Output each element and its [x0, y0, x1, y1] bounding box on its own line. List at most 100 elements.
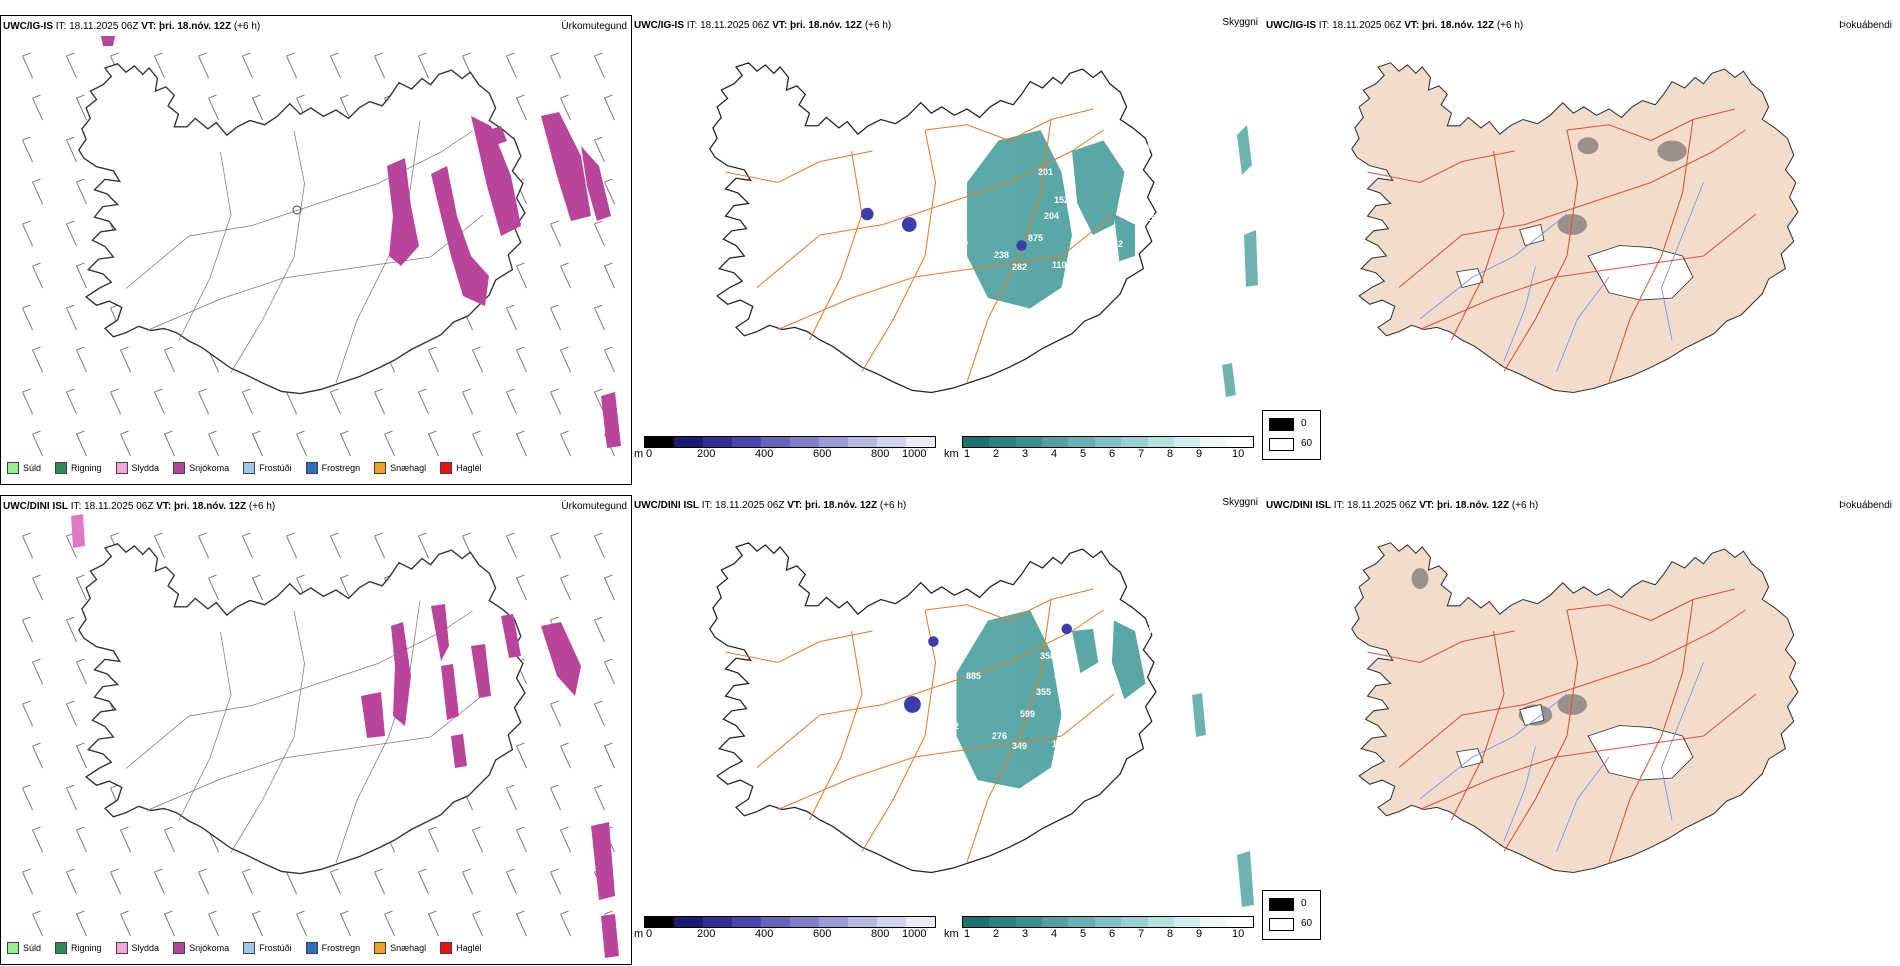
wind-barb — [594, 136, 605, 163]
wind-barb — [428, 346, 439, 373]
wind-barb — [198, 388, 209, 415]
fog-panel-row1: UWC/IG-IS IT: 18.11.2025 06Z VT: þri. 18… — [1264, 15, 1896, 485]
fog-legend: 0 60 — [1262, 890, 1321, 940]
wind-barb — [32, 910, 43, 937]
cloud-value: 204 — [1044, 211, 1059, 221]
cloud-base-unit: m — [634, 928, 644, 940]
cloud-base-tick: 200 — [697, 448, 716, 460]
legend-item: Frostúði — [243, 942, 292, 954]
wind-barb — [22, 52, 33, 79]
legend-item: Frostregn — [305, 462, 360, 474]
colorbar-step — [761, 917, 790, 927]
cloud-value: 355 — [1036, 687, 1051, 697]
wind-barb — [296, 430, 307, 457]
visibility-unit: km — [944, 928, 959, 940]
wind-barb — [604, 742, 615, 769]
precip-type-panel-row2: UWC/DINI ISL IT: 18.11.2025 06Z VT: þri.… — [0, 495, 632, 965]
wind-barb — [120, 826, 131, 853]
visibility-tick: 7 — [1138, 448, 1145, 460]
colorbar-step — [790, 917, 819, 927]
wind-barb — [560, 826, 571, 853]
colorbar-step — [906, 917, 935, 927]
cloud-base-tick: 0 — [646, 928, 653, 940]
wind-barb — [252, 430, 263, 457]
wind-barb — [76, 346, 87, 373]
cloud-base-unit: m — [634, 448, 644, 460]
visibility-tick: 2 — [993, 928, 1000, 940]
wind-barb — [560, 430, 571, 457]
roads — [125, 120, 484, 384]
wind-barb — [164, 826, 175, 853]
legend-item: Rigning — [55, 942, 102, 954]
wind-barb — [604, 262, 615, 289]
fog-map — [1351, 62, 1799, 394]
wind-barb — [594, 700, 605, 727]
wind-barb — [66, 136, 77, 163]
wind-barb — [472, 346, 483, 373]
colorbar-step — [963, 437, 990, 447]
cloud-base-tick: 600 — [813, 928, 832, 940]
wind-barb — [32, 826, 43, 853]
cloud-base-tick: 200 — [697, 928, 716, 940]
wind-barb — [76, 94, 87, 121]
cloud-value: 18 — [1170, 187, 1180, 197]
cloud-value: 143 — [1112, 739, 1127, 749]
precip-type-map — [22, 514, 619, 958]
wind-barb — [604, 574, 615, 601]
wind-barb — [594, 220, 605, 247]
wind-barb — [594, 52, 605, 79]
cloud-value: 147 — [1104, 715, 1119, 725]
colorbar-step — [645, 917, 674, 927]
wind-barb — [506, 784, 517, 811]
wind-barb — [374, 868, 385, 895]
wind-barb — [252, 574, 263, 601]
colorbar-step — [1200, 917, 1227, 927]
cloud-visibility-map: 148 358 885 241 355 599 147 276 349 154 … — [709, 542, 1254, 907]
legend-item: Súld — [7, 462, 41, 474]
visibility-tick: 3 — [1022, 928, 1029, 940]
cloud-value: 875 — [1028, 233, 1043, 243]
panel-label: Þokuábendi — [1839, 20, 1892, 31]
colorbar-step — [1094, 437, 1122, 447]
wind-barb — [22, 304, 33, 331]
cloud-value: 276 — [992, 731, 1007, 741]
cloud-base-tick: 800 — [871, 928, 890, 940]
colorbar-step — [703, 917, 732, 927]
panel-label: Úrkomutegund — [561, 501, 627, 512]
wind-barb — [594, 784, 605, 811]
legend-item: Súld — [7, 942, 41, 954]
panel-label: Skyggni — [1222, 497, 1258, 508]
panel-title: UWC/IG-IS IT: 18.11.2025 06Z VT: þri. 18… — [1266, 20, 1524, 31]
wind-barb — [516, 910, 527, 937]
legend-item: Slydda — [115, 462, 159, 474]
cloud-value: 349 — [1012, 741, 1027, 751]
cloud-visibility-map: 100 201 152 204 875 238 282 110 152 166 … — [709, 62, 1258, 397]
roads — [1367, 108, 1757, 383]
wind-barb — [76, 178, 87, 205]
wind-barb — [252, 94, 263, 121]
visibility-tick: 8 — [1167, 448, 1174, 460]
visibility-tick: 7 — [1138, 928, 1145, 940]
cloud-visibility-panel-row1: 100 201 152 204 875 238 282 110 152 166 … — [632, 15, 1264, 485]
cloud-base-tick: 400 — [755, 928, 774, 940]
visibility-tick: 3 — [1022, 448, 1029, 460]
wind-barb — [22, 700, 33, 727]
roads — [725, 108, 1115, 383]
wind-barb — [120, 910, 131, 937]
wind-barb — [418, 388, 429, 415]
colorbar-step — [848, 437, 877, 447]
cloud-value: 148 — [1142, 625, 1157, 635]
wind-barb — [550, 220, 561, 247]
wind-barb — [418, 868, 429, 895]
wind-barb — [208, 430, 219, 457]
wind-barb — [516, 742, 527, 769]
colorbar-step — [1200, 437, 1227, 447]
wind-barb — [340, 910, 351, 937]
cloud-value: 192 — [944, 721, 959, 731]
wind-barb — [32, 658, 43, 685]
wind-barb — [506, 868, 517, 895]
wind-barb — [164, 430, 175, 457]
colorbar-step — [1121, 917, 1148, 927]
panel-title: UWC/IG-IS IT: 18.11.2025 06Z VT: þri. 18… — [634, 20, 892, 31]
wind-barb — [286, 532, 297, 559]
